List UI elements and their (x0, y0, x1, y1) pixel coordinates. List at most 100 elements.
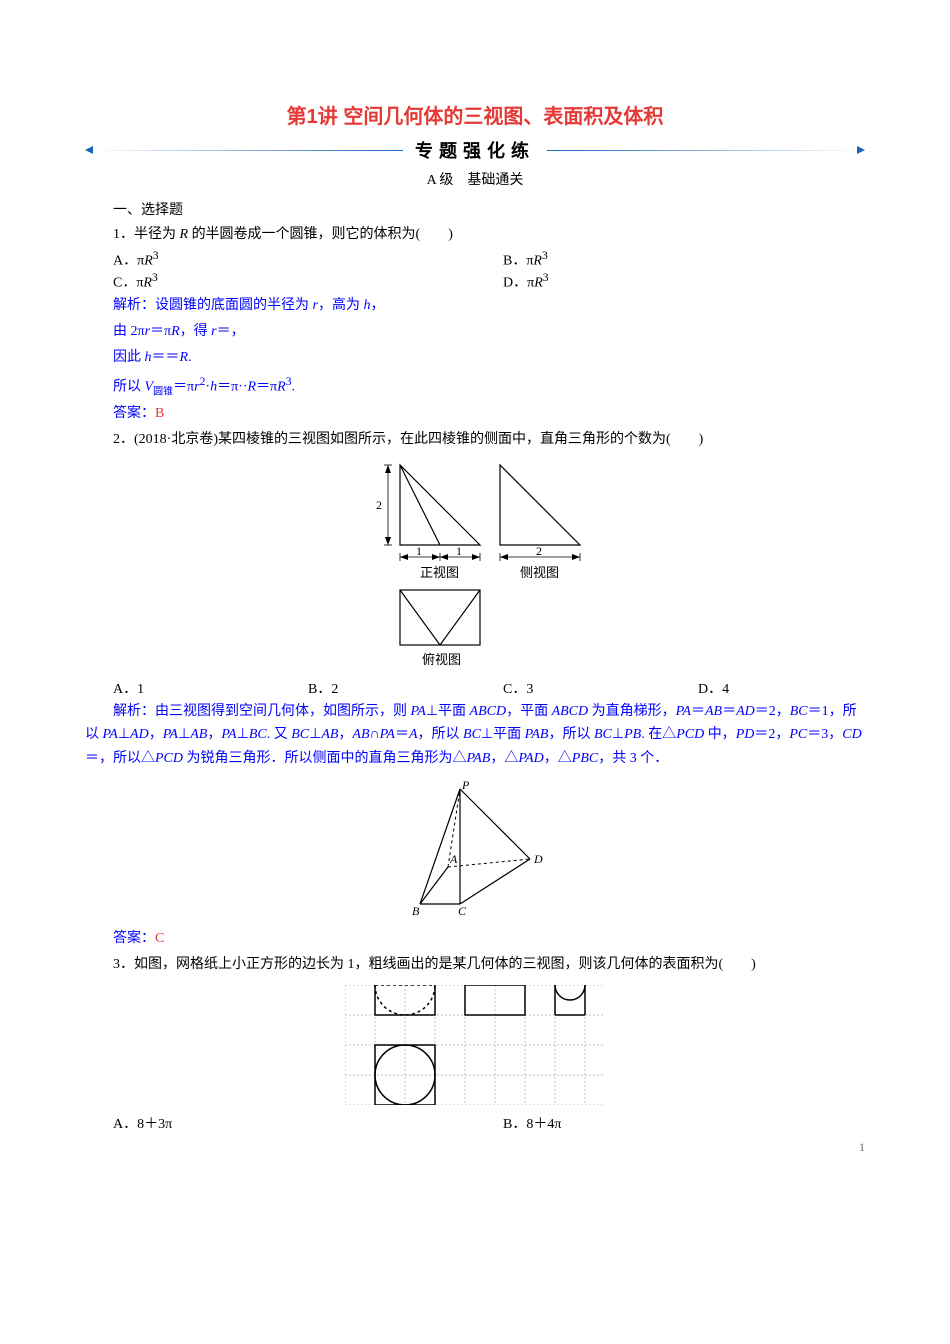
lecture-title: 第1讲 空间几何体的三视图、表面积及体积 (85, 100, 865, 129)
text: ⊥ (118, 727, 130, 742)
var: R (534, 276, 543, 291)
q1-solution-line2: 由 2πr＝πR，得 r＝， (85, 320, 865, 344)
text: ，平面 (506, 704, 552, 719)
text: ⊥ (178, 727, 190, 742)
var: PD (736, 727, 755, 742)
var: ABCD (470, 704, 507, 719)
var: PA (221, 727, 236, 742)
text: ＝ (691, 704, 705, 719)
var: PC (789, 727, 807, 742)
q3-optA: A．8＋3π (85, 1113, 475, 1133)
text: ，△ (490, 751, 518, 766)
answer-label: 答案： (113, 406, 155, 421)
text: ，高为 (318, 298, 364, 313)
rule-right (547, 150, 858, 151)
text: ＝π (173, 379, 194, 394)
var: AB (321, 727, 338, 742)
text: 由 2π (113, 324, 145, 339)
front-label: 正视图 (420, 565, 459, 580)
answer-value: C (155, 931, 164, 946)
text: ， (338, 727, 352, 742)
var: PA (163, 727, 178, 742)
pyramid-svg: P A B C D (390, 779, 560, 919)
q3-optB: B．8＋4π (475, 1113, 865, 1133)
three-view-svg: 2 1 1 正视图 (360, 460, 590, 670)
dim-w2: 1 (456, 544, 462, 558)
q1-stem: 1．半径为 R 的半圆卷成一个圆锥，则它的体积为( ) (85, 223, 865, 247)
text: . (292, 379, 296, 394)
text: ， (207, 727, 221, 742)
q2-stem: 2．(2018·北京卷)某四棱锥的三视图如图所示，在此四棱锥的侧面中，直角三角形… (85, 428, 865, 452)
text: ＝2， (754, 727, 789, 742)
var: AB (705, 704, 722, 719)
var: AD (736, 704, 755, 719)
text: ⊥ (309, 727, 321, 742)
text: 设圆锥的底面圆的半径为 (155, 298, 313, 313)
rule-left (92, 150, 403, 151)
label-P: P (461, 779, 470, 792)
text: ，共 3 个． (598, 751, 668, 766)
var: R (143, 276, 152, 291)
solution-label: 解析： (113, 704, 155, 719)
q1-solution-line3: 因此 h＝＝R. (85, 346, 865, 370)
level-label: A 级 基础通关 (85, 169, 865, 189)
q2-optA: A．1 (85, 678, 280, 698)
var: R (144, 253, 153, 268)
text: ，得 (180, 324, 212, 339)
q1-solution-line4: 所以 V圆锥＝πr2·h＝π··R＝πR3. (85, 372, 865, 400)
var: BC (790, 704, 808, 719)
text: ＝，所以△ (85, 751, 155, 766)
q2-options: A．1 B．2 C．3 D．4 (85, 678, 865, 698)
var: h (145, 350, 152, 365)
var: V (145, 379, 154, 394)
q2-optB: B．2 (280, 678, 475, 698)
text: ＝＝ (152, 350, 180, 365)
text: B．π (503, 253, 533, 268)
grid-svg (345, 985, 605, 1105)
dim-h: 2 (376, 498, 382, 512)
q2-optC: C．3 (475, 678, 670, 698)
text: 为直角梯形， (588, 704, 676, 719)
var: PA (676, 704, 691, 719)
q1-optA: A．πR3 (85, 249, 475, 270)
arrow-right-icon (857, 146, 865, 154)
page-number: 1 (859, 1140, 865, 1155)
text: ⊥ (237, 727, 249, 742)
q2-solid-figure: P A B C D (85, 779, 865, 919)
answer-value: B (155, 406, 164, 421)
var: AB (190, 727, 207, 742)
solution-label: 解析： (113, 298, 155, 313)
label-D: D (533, 852, 543, 866)
text: 的半圆卷成一个圆锥，则它的体积为( ) (188, 227, 453, 242)
var: R (277, 379, 286, 394)
top-label: 俯视图 (422, 652, 461, 667)
q1-optD: D．πR3 (475, 271, 865, 292)
q1-optB: B．πR3 (475, 249, 865, 270)
text: ＝π (150, 324, 171, 339)
q3-options-row1: A．8＋3π B．8＋4π (85, 1113, 865, 1133)
text: 1．半径为 (113, 227, 180, 242)
text: A．π (113, 253, 144, 268)
var: PCD (676, 727, 704, 742)
sup: 3 (542, 249, 548, 262)
section-1-heading: 一、选择题 (85, 199, 865, 219)
text: C．π (113, 276, 143, 291)
var: A (409, 727, 418, 742)
var: R (180, 350, 189, 365)
var: AB (352, 727, 369, 742)
q2-answer: 答案：C (85, 927, 865, 951)
var: R (171, 324, 180, 339)
var: R (248, 379, 257, 394)
text: D．π (503, 276, 534, 291)
text: ⊥平面 (426, 704, 470, 719)
text: ，△ (544, 751, 572, 766)
dim-side: 2 (536, 544, 542, 558)
text: 所以 (113, 379, 145, 394)
q1-answer: 答案：B (85, 402, 865, 426)
var: PAB (467, 751, 491, 766)
text: ＝π·· (217, 379, 247, 394)
label-C: C (458, 904, 467, 918)
sup: 3 (543, 271, 549, 284)
var: PA (411, 704, 426, 719)
q3-stem: 3．如图，网格纸上小正方形的边长为 1，粗线画出的是某几何体的三视图，则该几何体… (85, 953, 865, 977)
